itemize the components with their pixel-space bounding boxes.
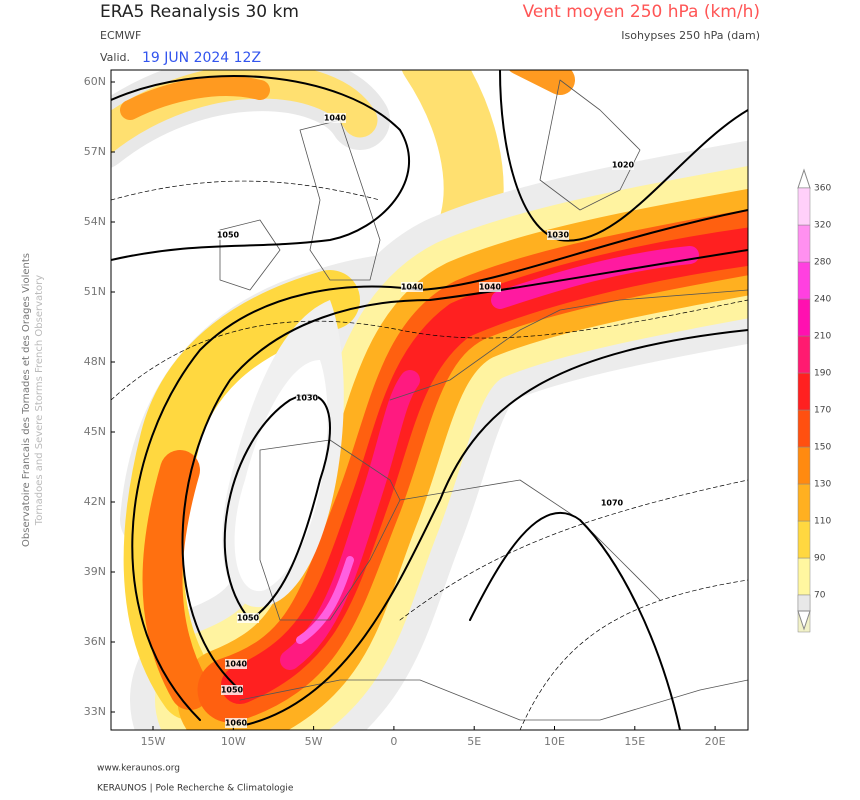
lon-label: 5E: [467, 735, 481, 748]
colorbar-segment: [797, 483, 811, 522]
lat-label: 48N: [84, 355, 106, 368]
colorbar-cap: [797, 610, 811, 631]
footer-credit: KERAUNOS | Pole Recherche & Climatologie: [97, 784, 294, 794]
footer-url: www.keraunos.org: [97, 764, 180, 774]
contour-label-bg: [324, 113, 346, 123]
colorbar-label: 130: [814, 480, 831, 490]
contour-label: 1050: [221, 686, 244, 695]
colorbar-label: 360: [814, 184, 831, 194]
contour-label-bg: [612, 160, 634, 170]
lon-label: 10E: [544, 735, 565, 748]
lat-label: 33N: [84, 705, 106, 718]
contour-label-bg: [237, 613, 259, 623]
colorbar-label: 320: [814, 221, 831, 231]
lon-label: 15W: [141, 735, 166, 748]
source: ECMWF: [100, 29, 141, 42]
contour-label: 1060: [225, 719, 248, 728]
colorbar-segment: [797, 409, 811, 448]
contour-label-bg: [221, 685, 243, 695]
contour-label: 1020: [612, 161, 635, 170]
lon-label: 15E: [624, 735, 645, 748]
lat-label: 54N: [84, 215, 106, 228]
contour-caption: Isohypses 250 hPa (dam): [621, 29, 760, 42]
colorbar-segment: [797, 224, 811, 263]
contour-label: 1040: [324, 114, 347, 123]
lon-label: 20E: [705, 735, 726, 748]
colorbar-label: 190: [814, 369, 831, 379]
colorbar-label: 70: [814, 591, 826, 601]
contour-label-bg: [601, 498, 623, 508]
lat-label: 45N: [84, 425, 106, 438]
contour-label: 1070: [601, 499, 624, 508]
contour-label-bg: [217, 230, 239, 240]
contour-label-bg: [547, 230, 569, 240]
colorbar-label: 90: [814, 554, 826, 564]
lat-label: 60N: [84, 75, 106, 88]
contour-label-bg: [225, 659, 247, 669]
colorbar-label: 240: [814, 295, 831, 305]
contour-label: 1050: [217, 231, 240, 240]
colorbar-segment: [797, 187, 811, 226]
lon-label: 0: [390, 735, 397, 748]
contour-label: 1040: [479, 283, 502, 292]
lat-label: 51N: [84, 285, 106, 298]
colorbar-label: 110: [814, 517, 831, 527]
valid-date: 19 JUN 2024 12Z: [142, 50, 261, 66]
contour-label: 1050: [237, 614, 260, 623]
valid-label: Valid.: [100, 51, 130, 64]
colorbar-segment: [797, 594, 811, 612]
lon-label: 10W: [221, 735, 246, 748]
colorbar-label: 280: [814, 258, 831, 268]
lat-label: 42N: [84, 495, 106, 508]
colorbar-segment: [797, 372, 811, 411]
parameter: Vent moyen 250 hPa (km/h): [523, 2, 760, 22]
map: [111, 70, 748, 730]
map-frame: [110, 69, 749, 731]
colorbar-segment: [797, 298, 811, 337]
colorbar-segment: [797, 335, 811, 374]
lat-label: 36N: [84, 635, 106, 648]
contour-label-bg: [479, 282, 501, 292]
lon-label: 5W: [305, 735, 323, 748]
contour-label: 1030: [296, 394, 319, 403]
side-text: Observatoire Francais des Tornades et de…: [21, 253, 32, 547]
colorbar-segment: [797, 520, 811, 559]
colorbar-segment: [797, 446, 811, 485]
colorbar-label: 170: [814, 406, 831, 416]
colorbar-label: 150: [814, 443, 831, 453]
contour-label: 1030: [547, 231, 570, 240]
lat-label: 57N: [84, 145, 106, 158]
contour-label: 1040: [401, 283, 424, 292]
colorbar-segment: [797, 261, 811, 300]
colorbar-label: 210: [814, 332, 831, 342]
colorbar-cap: [797, 168, 811, 189]
contour-label: 1040: [225, 660, 248, 669]
side-text: Tornadoes and Severe Storms French Obser…: [34, 275, 45, 526]
contour-label-bg: [225, 718, 247, 728]
lat-label: 39N: [84, 565, 106, 578]
title: ERA5 Reanalysis 30 km: [100, 2, 299, 22]
contour-label-bg: [401, 282, 423, 292]
contour-label-bg: [296, 393, 318, 403]
colorbar-segment: [797, 557, 811, 596]
